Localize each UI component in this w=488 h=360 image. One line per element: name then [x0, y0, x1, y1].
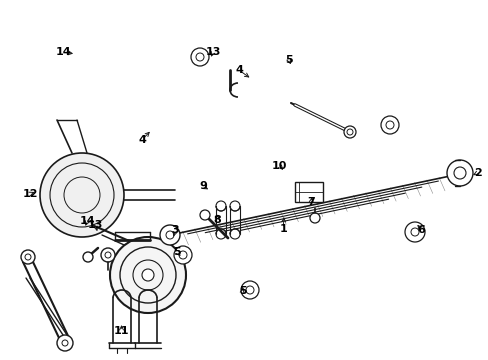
Text: 10: 10 [271, 161, 286, 171]
Circle shape [216, 201, 225, 211]
Text: 14: 14 [79, 216, 95, 226]
Circle shape [142, 269, 154, 281]
Circle shape [229, 201, 240, 211]
Text: 5: 5 [238, 286, 246, 296]
Text: 4: 4 [138, 135, 146, 145]
Text: 9: 9 [199, 181, 207, 192]
Circle shape [446, 160, 472, 186]
Text: 1: 1 [279, 224, 286, 234]
Bar [294, 182, 323, 202]
Text: 5: 5 [285, 55, 292, 66]
Circle shape [57, 335, 73, 351]
Circle shape [229, 229, 240, 239]
Circle shape [191, 48, 208, 66]
Circle shape [404, 222, 424, 242]
Circle shape [160, 225, 180, 245]
Circle shape [241, 281, 259, 299]
Text: 11: 11 [114, 326, 129, 336]
Text: 2: 2 [473, 168, 481, 178]
Text: 4: 4 [235, 65, 243, 75]
Circle shape [21, 250, 35, 264]
Circle shape [380, 116, 398, 134]
Text: 5: 5 [173, 247, 181, 257]
Circle shape [83, 252, 93, 262]
Text: 8: 8 [213, 215, 221, 225]
Text: 3: 3 [171, 225, 179, 235]
Circle shape [216, 229, 225, 239]
Text: 13: 13 [88, 220, 103, 230]
Circle shape [343, 126, 355, 138]
Circle shape [40, 153, 124, 237]
Circle shape [200, 210, 209, 220]
Circle shape [101, 248, 115, 262]
Circle shape [309, 213, 319, 223]
Text: 14: 14 [56, 47, 71, 57]
Text: 13: 13 [205, 47, 221, 57]
Text: 12: 12 [22, 189, 38, 199]
Circle shape [110, 237, 185, 313]
Text: 6: 6 [417, 225, 425, 235]
Text: 7: 7 [306, 197, 314, 207]
Circle shape [174, 246, 192, 264]
